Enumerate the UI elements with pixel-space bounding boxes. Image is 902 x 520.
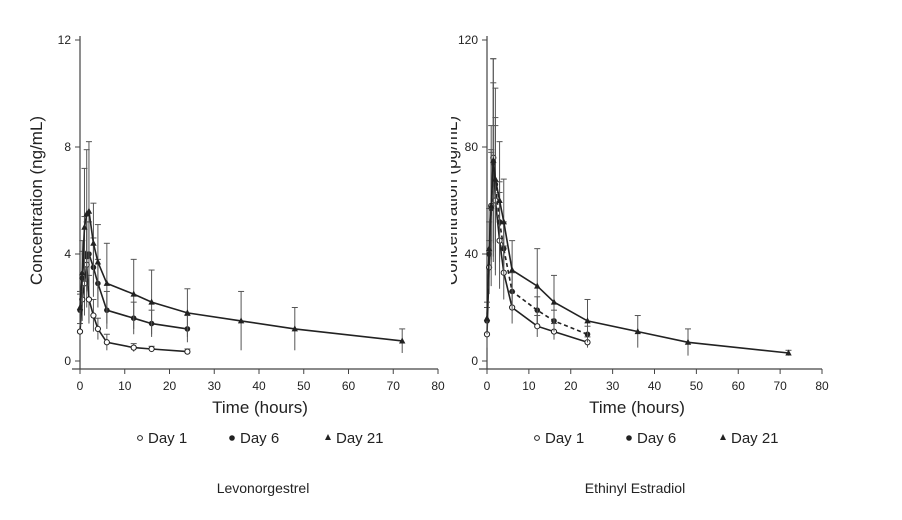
x-tick-label: 50 bbox=[690, 379, 704, 393]
legend-label: Day 6 bbox=[240, 430, 279, 447]
data-point bbox=[103, 339, 110, 346]
y-tick-label: 4 bbox=[64, 247, 71, 261]
x-tick-label: 30 bbox=[606, 379, 620, 393]
y-axis-title: Concentration (pg/mL) bbox=[451, 116, 461, 285]
chart-caption: Levonorgestrel bbox=[217, 480, 310, 496]
y-axis-title: Concentration (ng/mL) bbox=[27, 116, 46, 285]
legend-marker-open-circle bbox=[137, 435, 143, 441]
y-tick-label: 0 bbox=[471, 354, 478, 368]
y-tick-label: 0 bbox=[64, 354, 71, 368]
data-point bbox=[79, 269, 86, 276]
data-point bbox=[90, 312, 97, 319]
data-point bbox=[508, 266, 516, 273]
series-line bbox=[486, 160, 789, 354]
y-tick-label: 12 bbox=[58, 33, 72, 47]
x-tick-label: 70 bbox=[773, 379, 787, 393]
data-point bbox=[130, 290, 137, 297]
data-point bbox=[487, 202, 495, 209]
x-tick-label: 60 bbox=[732, 379, 746, 393]
legend-marker-triangle bbox=[720, 434, 726, 440]
data-point bbox=[184, 309, 191, 316]
data-point bbox=[76, 328, 84, 335]
x-tick-label: 20 bbox=[564, 379, 578, 393]
series-day-21 bbox=[483, 58, 792, 356]
x-tick-label: 0 bbox=[77, 379, 84, 393]
data-point bbox=[584, 317, 591, 324]
x-tick-label: 80 bbox=[431, 379, 445, 393]
legend-marker-triangle bbox=[325, 434, 331, 440]
data-point bbox=[785, 349, 792, 356]
data-point bbox=[148, 345, 155, 353]
chart-levonorgestrel: 0 4 8 12 0 10 20 30 40 50 60 70 80 Time (hours) Concen… bbox=[27, 33, 445, 496]
y-tick-label: 80 bbox=[465, 140, 479, 154]
legend-marker-filled-circle bbox=[229, 435, 235, 441]
chart-caption: Ethinyl Estradiol bbox=[585, 480, 685, 496]
chart-panel-levonorgestrel: 0 4 8 12 0 10 20 30 40 50 60 70 80 Time (hours) Concen… bbox=[27, 33, 445, 496]
x-tick-label: 60 bbox=[342, 379, 356, 393]
y-tick-label: 120 bbox=[458, 33, 478, 47]
y-tick-label: 8 bbox=[64, 140, 71, 154]
legend-label: Day 1 bbox=[545, 430, 584, 447]
data-point bbox=[90, 239, 97, 246]
data-point bbox=[130, 344, 137, 351]
data-point bbox=[76, 304, 84, 310]
data-point bbox=[103, 279, 111, 286]
legend-label: Day 6 bbox=[637, 430, 676, 447]
data-point bbox=[496, 197, 503, 203]
data-point bbox=[291, 325, 298, 332]
legend-label: Day 21 bbox=[731, 430, 779, 447]
x-tick-label: 0 bbox=[484, 379, 491, 393]
data-point bbox=[94, 258, 102, 265]
y-tick-label: 40 bbox=[465, 247, 479, 261]
data-point bbox=[399, 337, 406, 344]
chart-ethinyl-estradiol: 0 40 80 120 0 10 20 30 40 50 60 70 80 Time (hours) Con… bbox=[451, 33, 829, 496]
series-day-21 bbox=[76, 141, 406, 353]
x-tick-label: 80 bbox=[815, 379, 829, 393]
x-tick-label: 40 bbox=[252, 379, 266, 393]
chart-panel-ethinyl-estradiol: 0 40 80 120 0 10 20 30 40 50 60 70 80 Time (hours) Con… bbox=[451, 0, 902, 520]
x-tick-label: 30 bbox=[208, 379, 222, 393]
data-point bbox=[81, 223, 88, 230]
x-tick-label: 40 bbox=[648, 379, 662, 393]
x-tick-label: 50 bbox=[297, 379, 311, 393]
legend-marker-open-circle bbox=[534, 435, 540, 441]
data-point bbox=[94, 325, 102, 332]
data-point bbox=[148, 298, 155, 305]
legend-label: Day 21 bbox=[336, 430, 384, 447]
data-point bbox=[485, 245, 493, 252]
x-tick-label: 10 bbox=[118, 379, 132, 393]
data-point bbox=[490, 156, 497, 163]
data-point bbox=[184, 348, 191, 355]
x-axis-title: Time (hours) bbox=[212, 398, 308, 417]
data-point bbox=[534, 323, 541, 330]
data-point bbox=[85, 296, 93, 303]
data-point bbox=[483, 314, 491, 321]
data-point bbox=[550, 298, 558, 305]
x-tick-label: 10 bbox=[522, 379, 536, 393]
data-point bbox=[500, 218, 507, 225]
data-point bbox=[85, 207, 93, 214]
data-point bbox=[237, 317, 245, 324]
legend-label: Day 1 bbox=[148, 430, 187, 447]
data-point bbox=[492, 175, 499, 182]
data-point bbox=[684, 338, 692, 345]
x-tick-label: 70 bbox=[387, 379, 401, 393]
x-tick-label: 20 bbox=[163, 379, 177, 393]
legend-marker-filled-circle bbox=[626, 435, 632, 441]
x-axis-title: Time (hours) bbox=[589, 398, 685, 417]
data-point bbox=[534, 282, 541, 289]
data-point bbox=[634, 328, 641, 335]
